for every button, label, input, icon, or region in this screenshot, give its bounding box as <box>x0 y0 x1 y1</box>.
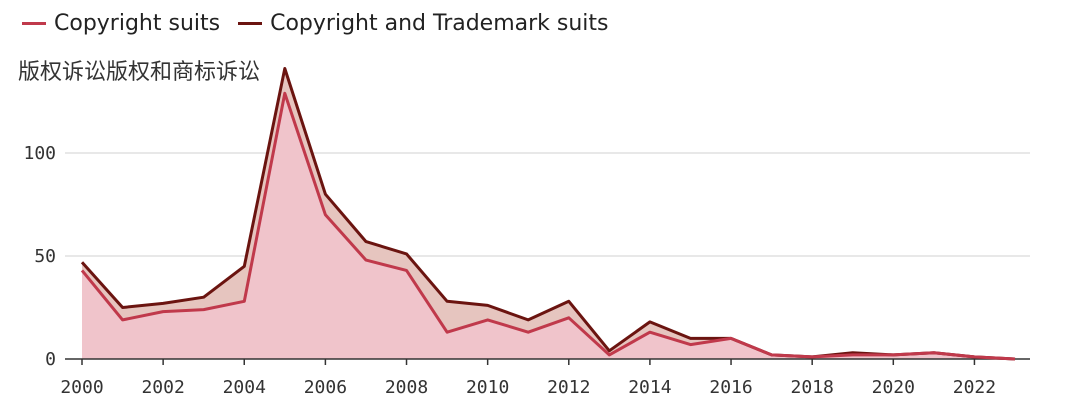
x-tick-label-2014: 2014 <box>628 377 671 398</box>
x-tick-label-2012: 2012 <box>547 377 590 398</box>
legend-swatch-copyright-trademark <box>238 21 263 25</box>
legend-label-copyright-trademark: Copyright and Trademark suits <box>270 10 609 36</box>
legend-item-copyright: Copyright suits <box>22 11 220 36</box>
y-tick-label-0: 0 <box>45 349 56 370</box>
legend-label-copyright: Copyright suits <box>54 10 221 36</box>
y-tick-label-50: 50 <box>34 246 56 267</box>
x-tick-label-2000: 2000 <box>60 377 103 398</box>
y-tick-label-100: 100 <box>23 143 56 164</box>
x-tick-label-2008: 2008 <box>385 377 428 398</box>
line-copyright <box>80 91 1016 361</box>
line-copyright-and-trademark <box>80 67 1016 361</box>
x-tick-label-2016: 2016 <box>709 377 752 398</box>
area-copyright <box>82 93 1015 360</box>
legend-item-copyright-trademark: Copyright and Trademark suits <box>238 10 609 36</box>
legend: Copyright suits Copyright and Trademark … <box>22 6 609 40</box>
x-tick-label-2020: 2020 <box>872 377 915 398</box>
x-tick-label-2018: 2018 <box>790 377 833 398</box>
x-tick-label-2002: 2002 <box>141 377 184 398</box>
x-tick-label-2010: 2010 <box>466 377 509 398</box>
x-tick-label-2006: 2006 <box>304 377 347 398</box>
x-tick-label-2004: 2004 <box>223 377 266 398</box>
x-tick-label-2022: 2022 <box>953 377 996 398</box>
chart-subtitle: 版权诉讼版权和商标诉讼 <box>18 60 261 85</box>
legend-swatch-copyright <box>22 21 46 25</box>
